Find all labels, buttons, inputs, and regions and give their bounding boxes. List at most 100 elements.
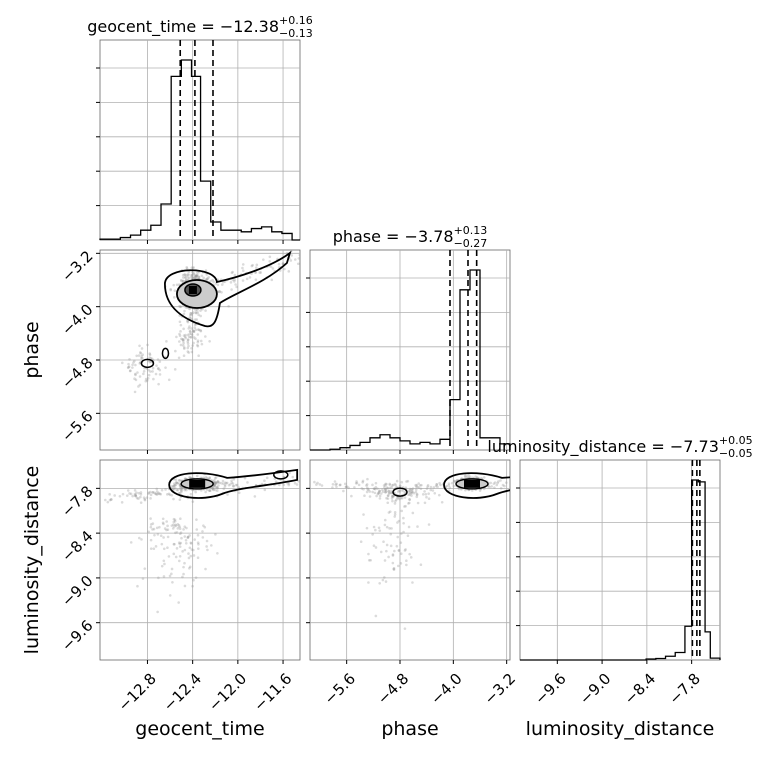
- sample-point: [390, 495, 394, 498]
- sample-point: [234, 483, 238, 487]
- sample-point: [207, 276, 211, 279]
- sample-point: [191, 584, 194, 588]
- sample-point: [204, 309, 207, 312]
- sample-point: [385, 549, 388, 553]
- sample-point: [199, 329, 203, 333]
- sample-point: [178, 545, 182, 548]
- sample-point: [187, 344, 190, 348]
- sample-point: [234, 283, 237, 286]
- sample-point: [189, 554, 193, 558]
- sample-point: [188, 325, 191, 328]
- sample-point: [499, 486, 503, 490]
- sample-point: [423, 501, 427, 505]
- sample-point: [254, 278, 258, 281]
- sample-point: [368, 490, 372, 493]
- sample-point: [416, 525, 419, 528]
- sample-point: [193, 323, 197, 327]
- sample-point: [237, 486, 241, 489]
- sample-point: [182, 572, 185, 576]
- sample-point: [208, 476, 212, 480]
- sample-point: [387, 490, 391, 493]
- sample-point: [158, 492, 162, 496]
- sample-point: [149, 493, 153, 497]
- sample-point: [137, 491, 141, 495]
- sample-point: [151, 366, 155, 370]
- x-tick-labels-geocent_time: −12.8 −12.4 −12.0 −11.6: [115, 670, 296, 715]
- sample-point: [192, 336, 196, 339]
- sample-point: [172, 517, 176, 521]
- sample-point: [405, 563, 408, 567]
- x-axis-label-phase: phase: [381, 718, 438, 740]
- sample-point: [365, 490, 369, 494]
- sample-point: [281, 262, 285, 266]
- sample-point: [403, 627, 407, 630]
- sample-point: [200, 274, 204, 278]
- sample-point: [489, 481, 492, 485]
- sample-point: [181, 273, 185, 277]
- sample-point: [129, 369, 132, 372]
- sample-point: [136, 584, 139, 588]
- sample-point: [133, 492, 137, 496]
- sample-point: [383, 488, 387, 491]
- sample-point: [202, 276, 205, 280]
- sample-point: [181, 575, 184, 579]
- sample-point: [391, 553, 395, 556]
- sample-point: [195, 274, 198, 278]
- sample-point: [212, 479, 216, 482]
- sample-point: [148, 352, 152, 355]
- sample-point: [465, 475, 469, 479]
- sample-point: [205, 278, 209, 281]
- sample-point: [343, 482, 347, 486]
- x-tick-label: −4.8: [374, 670, 412, 708]
- sample-point: [189, 542, 193, 545]
- sample-point: [388, 527, 391, 530]
- sample-point: [394, 499, 397, 503]
- sample-point: [409, 556, 413, 559]
- sample-point: [178, 334, 182, 337]
- sample-point: [142, 369, 146, 373]
- sample-point: [190, 312, 194, 315]
- sample-point: [138, 383, 142, 387]
- sample-point: [399, 562, 403, 565]
- sample-point: [251, 263, 254, 267]
- sample-point: [190, 333, 194, 337]
- sample-point: [250, 264, 254, 268]
- sample-point: [181, 279, 185, 283]
- sample-point: [157, 576, 160, 580]
- sample-point: [141, 577, 145, 580]
- sample-point: [162, 522, 165, 526]
- sample-point: [215, 485, 219, 489]
- sample-point: [159, 534, 163, 537]
- sample-point: [194, 328, 198, 332]
- y-tick-label: −4.0: [58, 300, 96, 338]
- sample-point: [497, 480, 500, 483]
- sample-point: [192, 272, 195, 276]
- sample-point: [158, 360, 162, 363]
- sample-point: [350, 494, 353, 498]
- sample-point: [295, 483, 299, 486]
- sample-point: [384, 491, 387, 494]
- sample-point: [478, 489, 482, 492]
- sample-point: [187, 277, 190, 281]
- sample-point: [163, 527, 167, 530]
- sample-point: [146, 343, 149, 347]
- sample-point: [382, 484, 386, 487]
- sample-point: [178, 304, 181, 308]
- sample-point: [492, 482, 496, 485]
- sample-point: [165, 528, 168, 532]
- sample-point: [183, 273, 187, 277]
- sample-point: [179, 517, 182, 520]
- sample-point: [388, 491, 391, 495]
- sample-point: [398, 497, 401, 501]
- sample-point: [254, 266, 258, 269]
- sample-point: [282, 483, 286, 487]
- sample-point: [359, 540, 363, 544]
- sample-point: [397, 548, 401, 552]
- sample-point: [145, 496, 149, 499]
- sample-point: [388, 510, 392, 513]
- sample-point: [174, 555, 178, 559]
- sample-point: [184, 333, 187, 337]
- sample-point: [199, 314, 202, 318]
- sample-point: [214, 481, 217, 485]
- sample-point: [129, 541, 133, 544]
